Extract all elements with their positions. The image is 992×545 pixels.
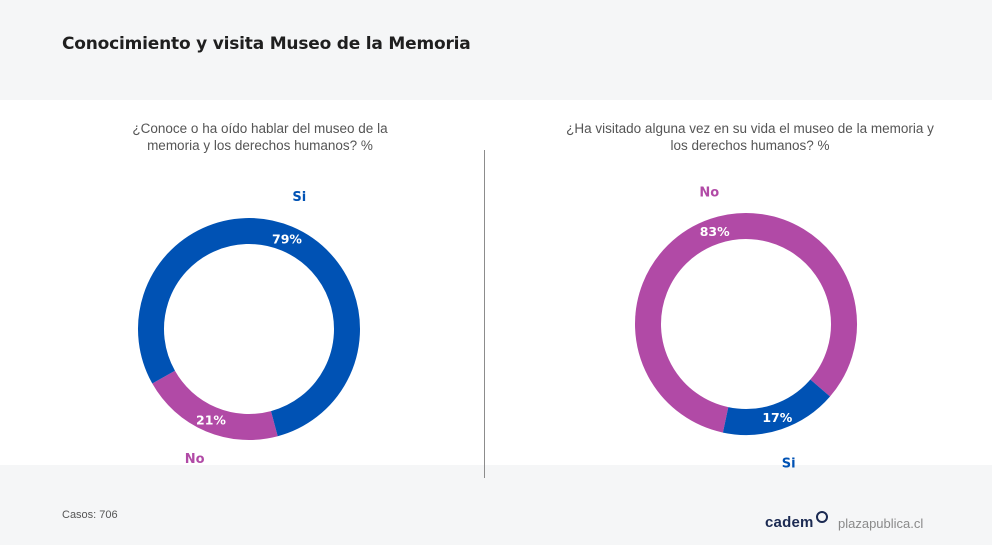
chart-1-title-line-1: ¿Conoce o ha oído hablar del museo de la xyxy=(132,121,388,136)
chart-divider xyxy=(484,150,485,478)
chart-2-slice-no xyxy=(635,213,857,433)
chart-2-title-line-2: los derechos humanos? % xyxy=(670,138,830,153)
chart-1-title-line-2: memoria y los derechos humanos? % xyxy=(147,138,373,153)
chart-2-data-label-no: 83% xyxy=(700,224,730,239)
chart-1-slice-si xyxy=(138,218,360,437)
donut-chart-conoce: 21% No 79% Si xyxy=(138,190,360,467)
chart-2-category-label-no: No xyxy=(699,185,719,200)
chart-2-category-label-si: Si xyxy=(782,457,796,472)
page-title: Conocimiento y visita Museo de la Memori… xyxy=(62,34,471,54)
header-band xyxy=(0,0,992,100)
cases-count: Casos: 706 xyxy=(62,509,118,521)
chart-1-data-label-si: 79% xyxy=(272,232,302,247)
chart-1-data-label-no: 21% xyxy=(196,412,226,427)
footer-band xyxy=(0,465,992,545)
chart-1-category-label-no: No xyxy=(185,452,205,467)
chart-1-category-label-si: Si xyxy=(292,190,306,205)
chart-1-title: ¿Conoce o ha oído hablar del museo de la… xyxy=(50,120,470,154)
cadem-logo: cadem xyxy=(765,514,814,531)
donut-chart-visitado: 83% No 17% Si xyxy=(635,185,857,472)
chart-2-title: ¿Ha visitado alguna vez en su vida el mu… xyxy=(540,120,960,154)
cadem-logo-mark-icon xyxy=(816,511,828,523)
site-url: plazapublica.cl xyxy=(838,516,924,531)
chart-2-slice-si xyxy=(722,379,831,435)
chart-2-data-label-si: 17% xyxy=(762,410,792,425)
chart-2-title-line-1: ¿Ha visitado alguna vez en su vida el mu… xyxy=(566,121,934,136)
chart-1-slice-no xyxy=(152,370,278,440)
